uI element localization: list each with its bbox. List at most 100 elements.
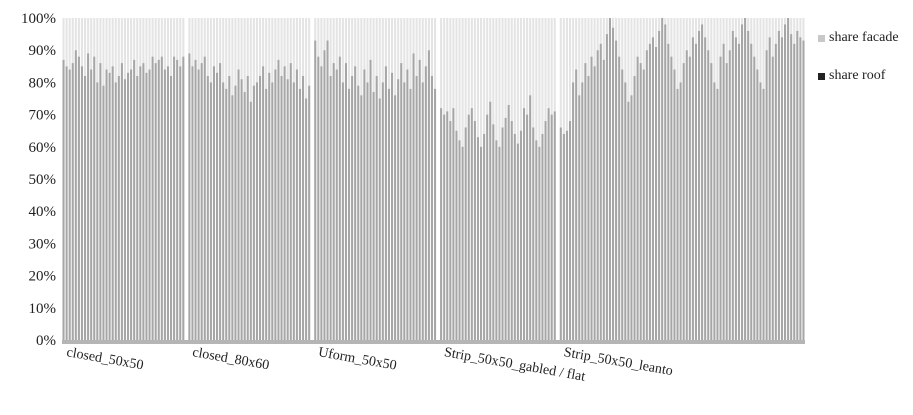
bar-facade [375,18,378,76]
bar-roof [394,95,397,340]
bar-roof [255,82,259,341]
bar-roof [231,95,234,340]
bar-roof [584,63,587,340]
bar-roof [645,50,648,340]
bar-roof [602,59,605,341]
bar-facade [394,18,397,96]
bar-facade [99,18,102,64]
bar-roof [114,82,117,341]
bar-roof [676,88,679,340]
y-tick-label: 60% [29,140,57,156]
bar-roof [701,24,704,340]
bar-facade [440,18,443,109]
bar-roof [633,75,636,341]
y-tick-label: 40% [29,204,57,220]
y-tick-label: 30% [29,236,57,252]
bar-facade [145,18,148,73]
bar-roof [354,66,357,341]
bar-roof [197,69,200,341]
bar-roof [455,130,458,340]
bar-roof [621,69,624,341]
bar-roof [768,37,771,340]
bar-roof [173,56,176,340]
bar-facade [344,18,348,64]
bar-roof [286,79,289,341]
bar-facade [774,18,777,44]
bar-facade [136,18,139,76]
bar-roof [80,66,84,341]
bar-facade [590,18,593,57]
bar-facade [777,18,780,31]
bar-roof [658,30,661,340]
bar-roof [166,66,170,341]
bar-roof [476,137,480,340]
bar-roof [274,69,277,341]
bar-facade [642,18,645,70]
bar-facade [354,18,357,67]
bar-roof [802,40,805,340]
bar-facade [510,18,513,122]
bar-roof [790,34,793,340]
bar-roof [335,69,338,341]
bar-facade [578,18,581,96]
bar-roof [369,59,372,341]
bar-facade [731,18,734,31]
bar-roof [338,56,341,340]
legend-item-roof: share roof [818,68,899,84]
bar-facade [747,18,750,31]
bar-facade [759,18,762,83]
bar-facade [568,18,572,122]
bar-facade [719,18,722,57]
bar-roof [194,59,197,341]
bar-facade [80,18,84,67]
legend-swatch-facade [818,34,825,42]
bar-facade [461,18,464,147]
bar-roof [240,79,243,341]
bar-facade [664,18,667,25]
bar-facade [390,18,394,73]
bar-facade [697,18,701,31]
bar-roof [323,50,326,340]
bar-roof [446,111,449,340]
bar-facade [360,18,363,96]
bar-facade [71,18,74,64]
bar-facade [157,18,160,60]
bar-roof [719,56,722,340]
bar-roof [298,88,302,340]
bar-facade [519,18,523,131]
bar-facade [504,18,507,118]
bar-roof [526,114,529,340]
bar-roof [326,40,329,340]
bar-roof [249,101,252,340]
bar-facade [452,18,455,109]
bar-facade [639,18,642,64]
bar-facade [430,18,434,76]
bar-roof [387,88,391,340]
bar-facade [148,18,151,70]
bar-facade [575,18,578,70]
bar-facade [449,18,452,122]
x-category-label: Uform_50x50 [317,345,398,374]
bar-facade [286,18,289,80]
bar-roof [262,66,265,341]
bar-roof [440,108,443,340]
bar-roof [71,63,74,340]
bar-facade [424,18,427,67]
bar-roof [765,50,768,340]
bar-roof [498,146,501,340]
bar-facade [412,18,415,54]
bar-facade [516,18,519,144]
bar-roof [320,66,323,341]
bar-facade [636,18,639,57]
bar-roof [96,82,99,341]
bar-facade [387,18,391,89]
bar-roof [222,82,225,341]
bar-roof [737,43,741,340]
bar-roof [139,66,142,341]
bar-roof [636,56,639,340]
bar-roof [578,95,581,340]
bar-facade [790,18,793,35]
bar-roof [219,63,222,340]
bar-facade [467,18,470,115]
